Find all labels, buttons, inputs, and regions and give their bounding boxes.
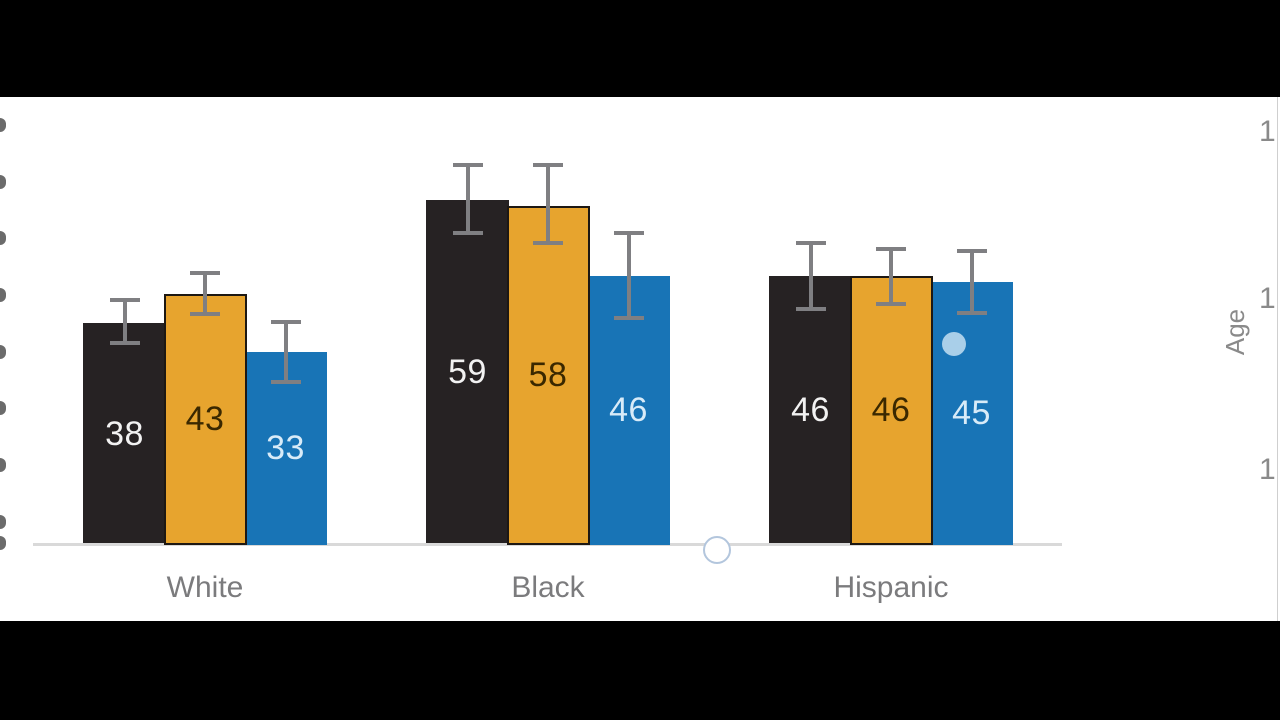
laser-pointer-dot [942, 332, 966, 356]
error-bar [626, 230, 631, 321]
pointer-ring-icon [703, 536, 731, 564]
bar-black-orange-series: 58 [506, 206, 590, 545]
error-bar-cap [452, 163, 483, 168]
right-axis-title: Age [1219, 308, 1250, 356]
error-bar-cap [876, 247, 906, 252]
bar-white-black-series: 38 [83, 323, 166, 545]
category-label-white: White [166, 571, 244, 604]
error-bar [203, 271, 207, 317]
error-bar-cap [613, 316, 644, 321]
error-bar-cap [270, 320, 301, 325]
bar-value-label: 43 [185, 399, 225, 438]
right-axis-tick-label: 1 [1259, 115, 1276, 148]
clipped-tick-fragment [0, 401, 6, 415]
error-bar-cap [190, 271, 220, 276]
bar-hispanic-orange-series: 46 [849, 276, 933, 545]
clipped-tick-fragment [0, 231, 6, 245]
error-bar [465, 163, 470, 235]
error-bar [889, 247, 893, 307]
bar-hispanic-black-series: 46 [769, 276, 852, 545]
right-edge-axis-line [1277, 97, 1278, 621]
bar-value-label: 46 [609, 391, 648, 430]
clipped-tick-fragment [0, 175, 6, 189]
error-bar [546, 163, 550, 245]
error-bar-cap [452, 230, 483, 235]
bar-value-label: 46 [871, 391, 911, 430]
clipped-tick-fragment [0, 536, 6, 550]
error-bar-cap [795, 240, 826, 245]
bar-black-black-series: 59 [426, 200, 509, 545]
error-bar-cap [795, 306, 826, 311]
error-bar [283, 320, 288, 384]
error-bar-cap [613, 230, 644, 235]
error-bar-cap [956, 248, 987, 253]
category-label-hispanic: Hispanic [833, 571, 949, 604]
clipped-tick-fragment [0, 288, 6, 302]
clipped-tick-fragment [0, 345, 6, 359]
bar-hispanic-blue-series: 45 [930, 282, 1013, 545]
error-bar-cap [109, 297, 140, 302]
clipped-tick-fragment [0, 458, 6, 472]
bar-value-label: 38 [105, 414, 144, 453]
bar-black-blue-series: 46 [587, 276, 670, 545]
right-axis-tick-label: 1 [1259, 282, 1276, 315]
error-bar-cap [956, 310, 987, 315]
error-bar-cap [190, 312, 220, 317]
clipped-tick-fragment [0, 515, 6, 529]
error-bar-cap [533, 163, 563, 168]
error-bar-cap [876, 302, 906, 307]
error-bar-cap [109, 341, 140, 346]
bar-white-blue-series: 33 [244, 352, 327, 545]
error-bar [969, 248, 974, 315]
letterbox-bottom [0, 621, 1280, 720]
bar-white-orange-series: 43 [163, 293, 247, 545]
error-bar [808, 240, 813, 311]
bar-value-label: 45 [952, 394, 991, 433]
error-bar [122, 297, 127, 346]
error-bar-cap [270, 379, 301, 384]
clipped-tick-fragment [0, 118, 6, 132]
category-label-black: Black [511, 571, 585, 604]
letterbox-top [0, 0, 1280, 97]
right-axis-tick-label: 1 [1259, 453, 1276, 486]
bar-value-label: 46 [791, 391, 830, 430]
bar-value-label: 58 [528, 356, 568, 395]
bar-value-label: 33 [266, 429, 305, 468]
error-bar-cap [533, 240, 563, 245]
bar-value-label: 59 [448, 353, 487, 392]
